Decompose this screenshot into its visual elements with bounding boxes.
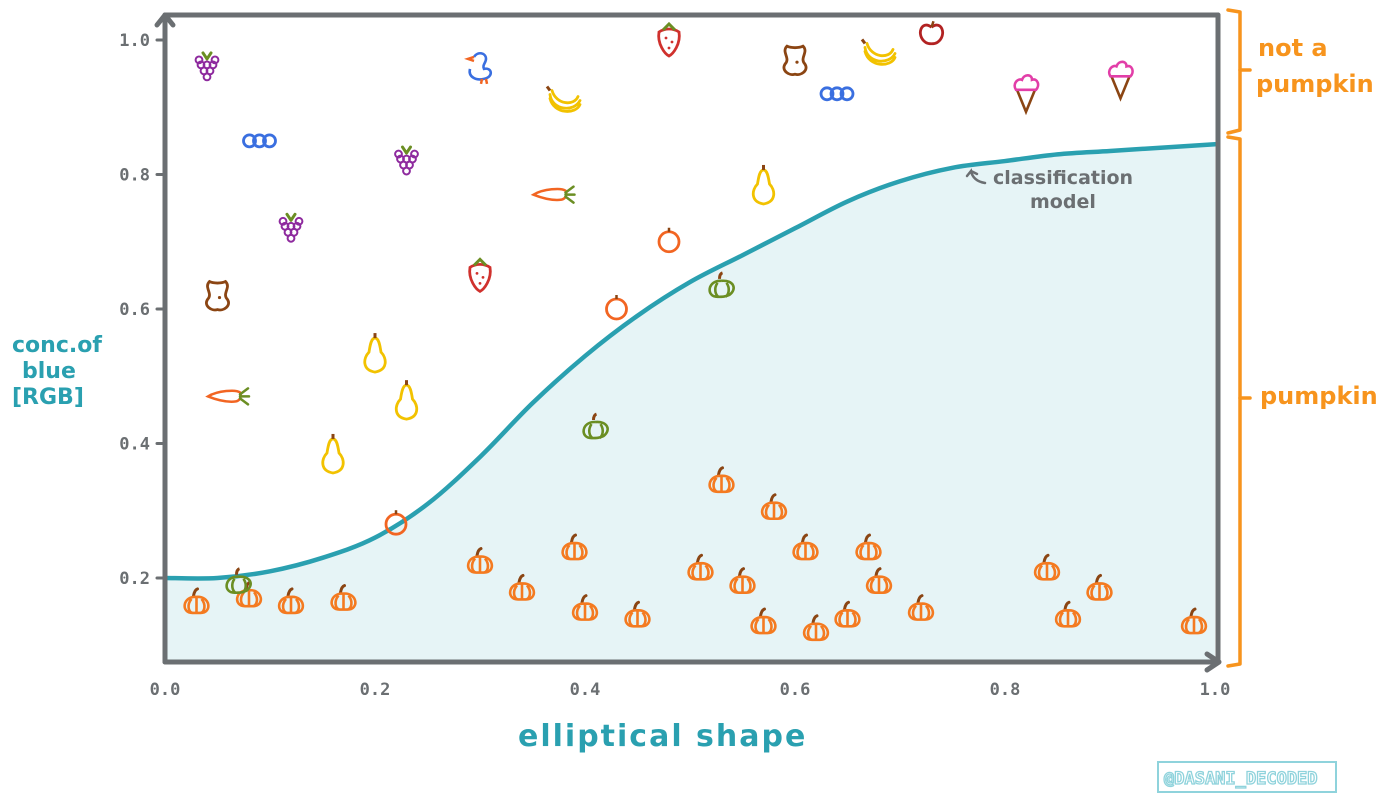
apple-core-icon — [782, 44, 808, 76]
orange-icon — [605, 295, 628, 321]
carrot-icon — [205, 387, 251, 406]
annotation-line-2: model — [1030, 191, 1096, 213]
green-squash-icon — [708, 271, 735, 299]
y-axis-arrow-icon — [154, 12, 176, 28]
pumpkin-icon — [277, 587, 305, 615]
annotation-line-1: classification — [993, 167, 1133, 189]
pumpkin-icon — [508, 573, 536, 601]
x-tick-label: 0.6 — [780, 680, 811, 700]
not-pumpkin-label-line-2: pumpkin — [1256, 70, 1374, 98]
carrot-icon — [530, 185, 576, 204]
y-axis-label-line-2: blue — [22, 359, 76, 384]
pumpkin-icon — [561, 533, 588, 561]
pumpkin-icon — [865, 567, 893, 595]
y-tick-labels: 0.2 0.4 0.6 0.8 1.0 — [119, 31, 167, 589]
y-axis-label: conc.of blue [RGB] — [12, 333, 102, 410]
blueberry-icon — [242, 133, 277, 149]
grape-icon — [194, 51, 220, 82]
classification-model-annotation: classification model — [965, 167, 1133, 213]
pumpkin-icon — [466, 547, 494, 574]
pumpkin-icon — [1180, 607, 1208, 635]
pumpkin-icon — [792, 533, 819, 561]
pear-icon — [751, 164, 776, 206]
pumpkin-icon — [708, 466, 735, 494]
apple-core-icon — [205, 279, 230, 312]
green-squash-icon — [582, 412, 609, 440]
y-axis-label-line-1: conc.of — [12, 333, 102, 358]
pumpkin-icon — [571, 594, 599, 621]
strawberry-icon — [468, 257, 492, 293]
x-tick-label: 0.2 — [360, 680, 391, 700]
pumpkin-icon — [729, 567, 756, 595]
credit: @DASANI_DECODED — [1157, 761, 1337, 793]
x-tick-label: 0.8 — [990, 680, 1021, 700]
pumpkin-icon — [1054, 600, 1082, 628]
annotation-arrow-icon — [965, 168, 987, 185]
pumpkin-icon — [687, 553, 714, 581]
pumpkin-icon — [1033, 553, 1061, 581]
pumpkin-icon — [760, 493, 788, 521]
y-tick-label: 0.2 — [119, 569, 150, 589]
x-tick-label: 0.0 — [150, 680, 181, 700]
y-tick-label: 0.8 — [119, 166, 150, 186]
ice-cream-icon — [1013, 74, 1040, 116]
orange-icon — [384, 510, 408, 536]
x-axis-label: elliptical shape — [518, 719, 807, 754]
pumpkin-label: pumpkin — [1260, 382, 1378, 410]
data-points — [183, 20, 1208, 642]
grape-icon — [394, 145, 419, 176]
class-brackets: not a pumpkin pumpkin — [1226, 8, 1378, 668]
ice-cream-icon — [1107, 60, 1134, 102]
x-axis-arrow-icon — [1204, 651, 1222, 673]
credit-box — [1157, 761, 1337, 793]
pear-icon — [363, 333, 387, 374]
credit-text: @DASANI_DECODED — [1164, 769, 1318, 789]
pear-icon — [321, 433, 345, 475]
pumpkin-icon — [834, 600, 861, 628]
y-tick-label: 0.6 — [119, 300, 150, 320]
classification-model-curve — [162, 141, 1218, 581]
x-tick-label: 1.0 — [1200, 680, 1231, 700]
pumpkin-icon — [750, 607, 777, 635]
x-tick-label: 0.4 — [570, 680, 601, 700]
pumpkin-icon — [907, 594, 935, 621]
y-axis-label-line-3: [RGB] — [12, 385, 84, 410]
axes — [154, 12, 1222, 673]
grape-icon — [278, 212, 304, 243]
duck-icon — [464, 52, 493, 85]
y-tick-label: 1.0 — [119, 31, 150, 51]
pumpkin-icon — [183, 587, 210, 615]
pumpkin-icon — [802, 614, 830, 642]
not-pumpkin-label-line-1: not a — [1258, 34, 1328, 62]
banana-icon — [545, 85, 582, 113]
blueberry-icon — [819, 86, 855, 102]
pumpkin-icon — [1086, 573, 1113, 601]
pumpkin-icon — [624, 600, 651, 628]
x-tick-labels: 0.0 0.2 0.4 0.6 0.8 1.0 — [150, 680, 1231, 700]
apple-icon — [918, 20, 945, 46]
y-tick-label: 0.4 — [119, 435, 150, 455]
green-squash-icon — [225, 567, 252, 595]
pear-icon — [394, 380, 419, 421]
pumpkin-region-fill — [165, 144, 1215, 663]
pumpkin-icon — [855, 533, 882, 561]
orange-icon — [657, 227, 681, 254]
pumpkin-icon — [330, 584, 357, 611]
banana-icon — [860, 38, 897, 66]
not-pumpkin-bracket — [1226, 8, 1242, 135]
pumpkin-bracket — [1226, 135, 1242, 668]
strawberry-icon — [657, 21, 681, 58]
